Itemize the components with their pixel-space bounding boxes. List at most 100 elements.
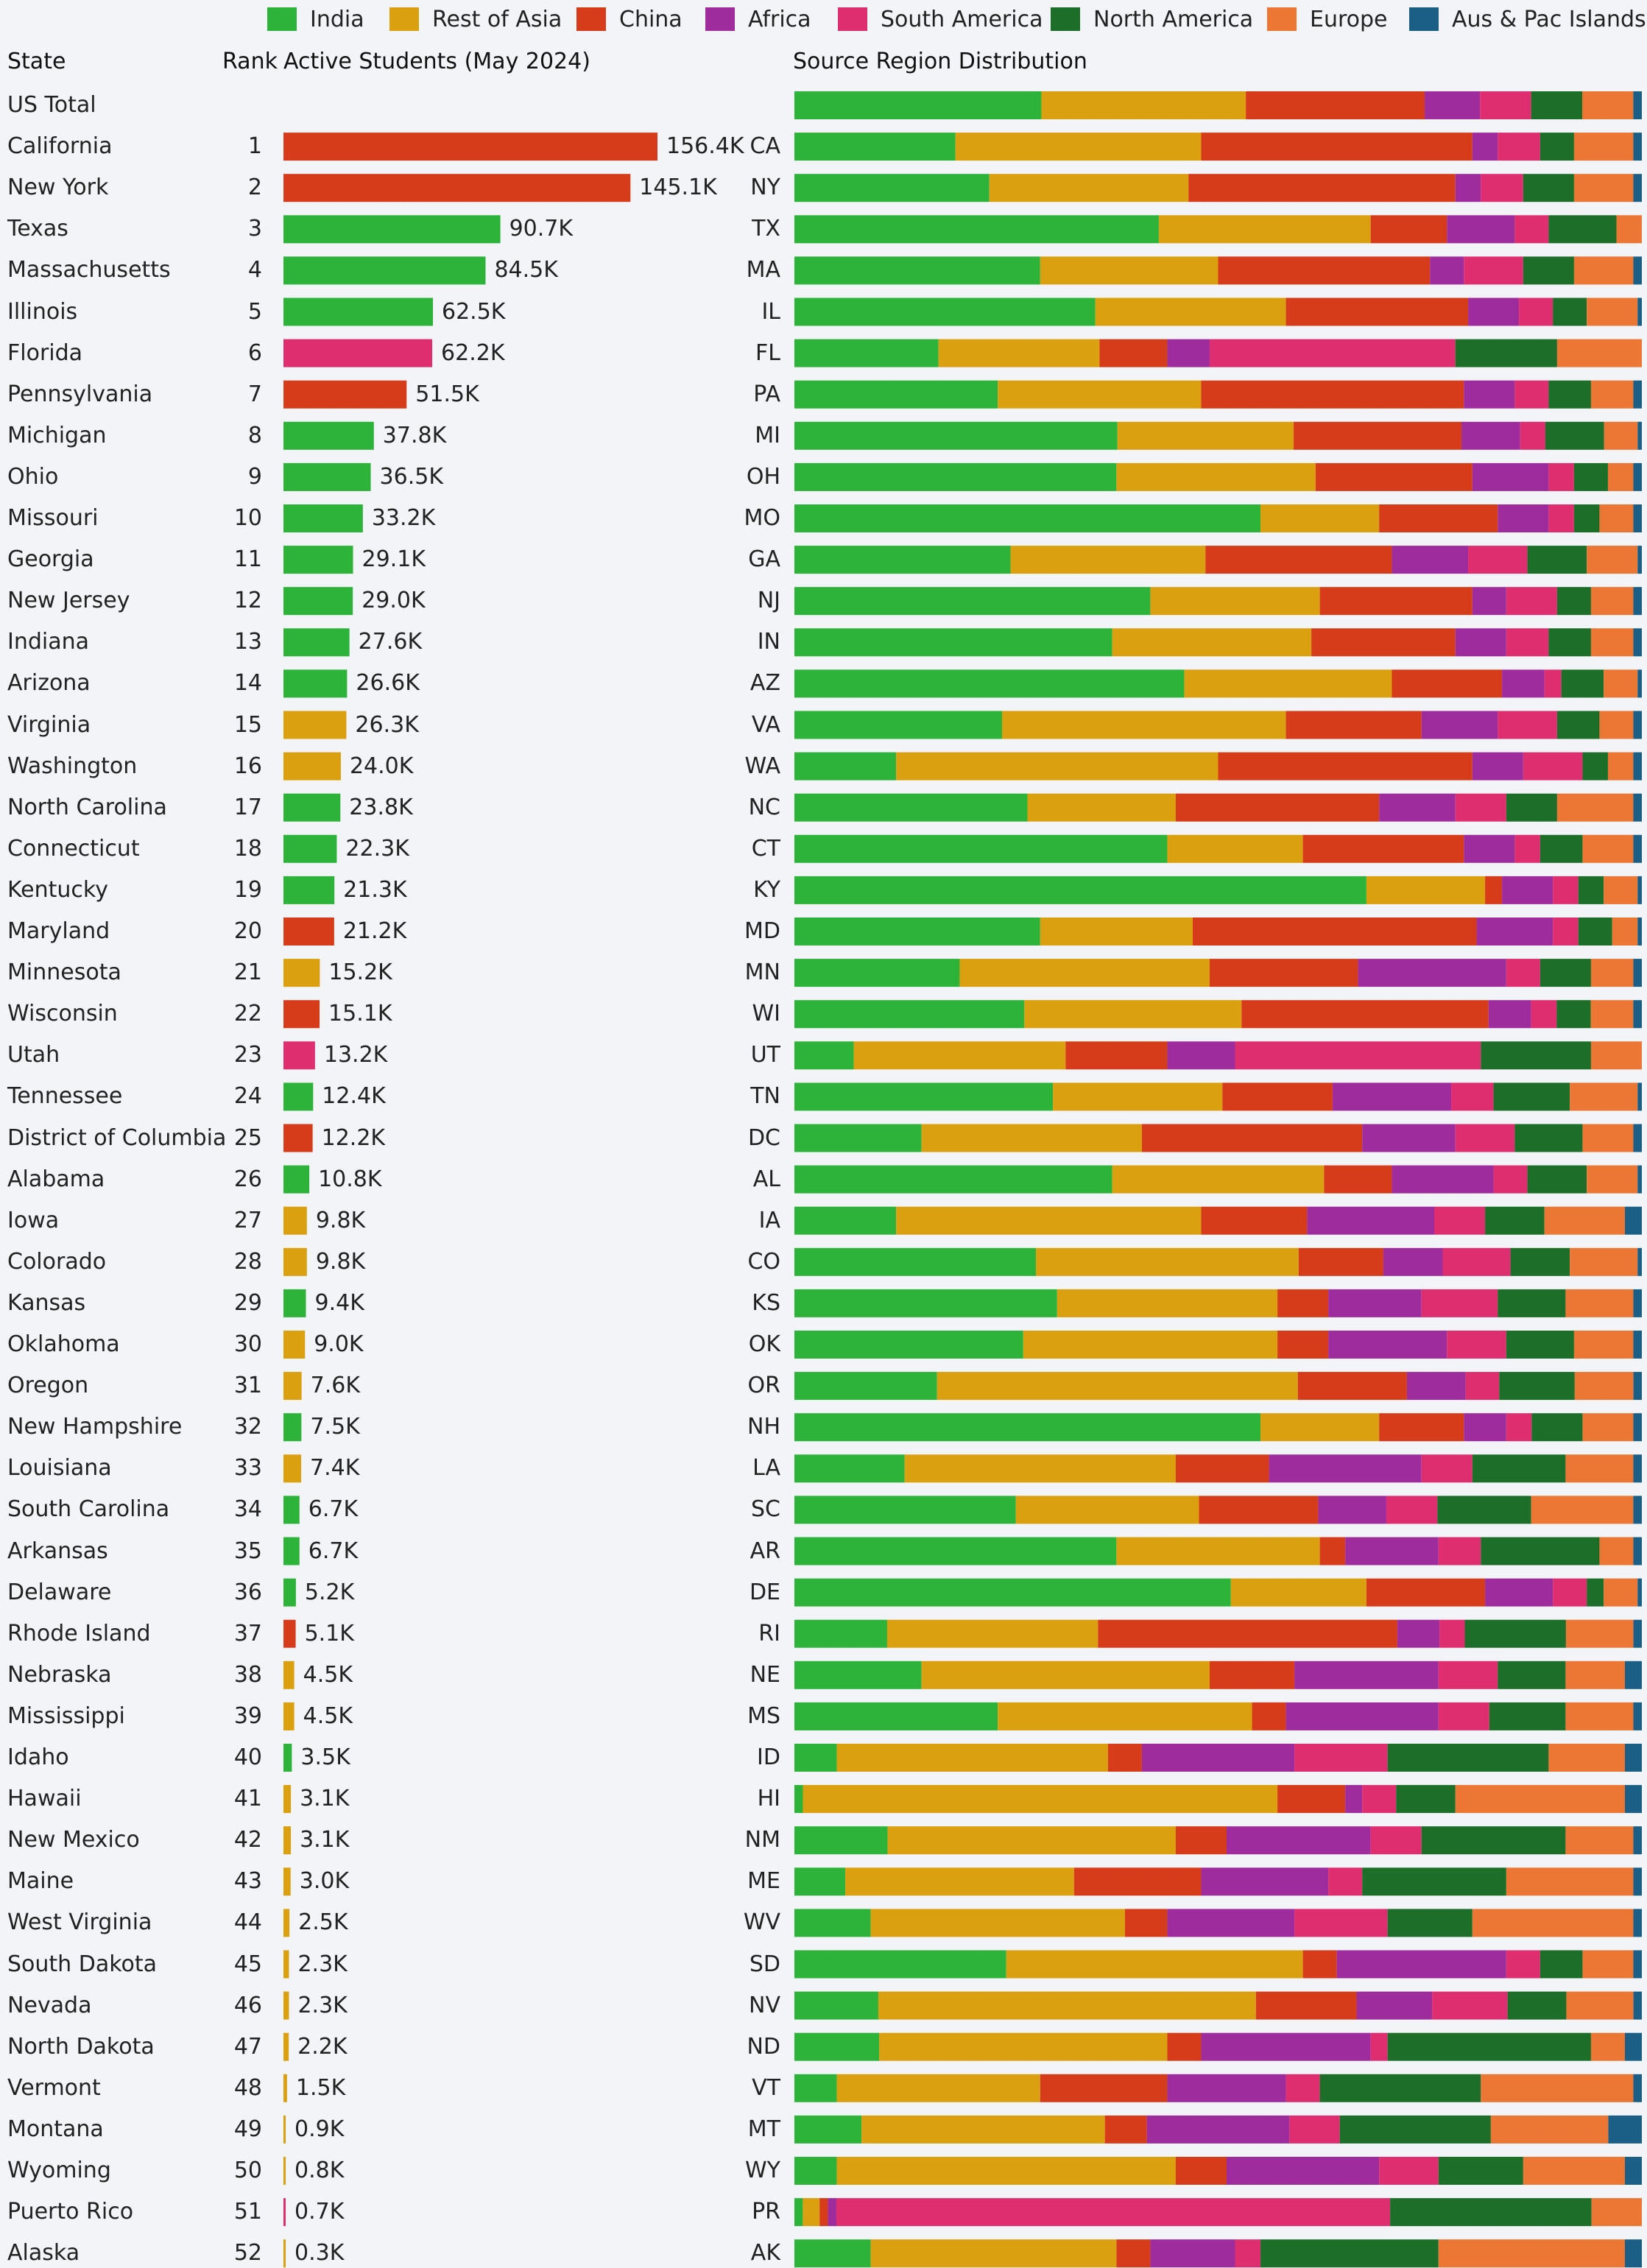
distribution-segment [1633, 1867, 1642, 1896]
state-label: Tennessee [7, 1083, 123, 1110]
state-label: Texas [7, 216, 68, 242]
rank-label: 11 [233, 546, 262, 573]
value-label: 62.5K [442, 298, 506, 325]
total-distribution-segment [1041, 91, 1246, 119]
distribution-segment [1637, 546, 1642, 574]
distribution-segment [1624, 2239, 1642, 2268]
distribution-segment [1531, 1496, 1634, 1524]
active-students-bar [283, 1372, 302, 1401]
distribution-segment [794, 421, 1118, 450]
active-students-bar [283, 1124, 313, 1152]
distribution-segment [1235, 2239, 1261, 2268]
total-distribution-segment [794, 91, 1042, 119]
distribution-segment [1604, 421, 1638, 450]
state-label: Georgia [7, 546, 94, 573]
distribution-segment [1379, 793, 1456, 822]
distribution-segment [794, 587, 1151, 616]
value-label: 84.5K [494, 257, 558, 284]
distribution-segment [1548, 504, 1574, 532]
distribution-segment [1506, 793, 1557, 822]
distribution-segment [1175, 1454, 1269, 1483]
distribution-segment [1573, 256, 1634, 285]
distribution-segment [1255, 1991, 1357, 2020]
distribution-segment [1455, 174, 1481, 202]
state-label: Wisconsin [7, 1001, 118, 1027]
distribution-segment [794, 1826, 888, 1855]
distribution-segment [1370, 2032, 1388, 2061]
distribution-segment [1573, 133, 1634, 161]
state-abbr-label: AK [750, 2240, 780, 2267]
distribution-segment [1438, 2239, 1625, 2268]
distribution-segment [1297, 1372, 1407, 1401]
rank-label: 14 [233, 670, 262, 697]
value-label: 9.8K [315, 1207, 366, 1233]
distribution-segment [1507, 1991, 1567, 2020]
state-abbr-label: MN [744, 959, 780, 986]
distribution-segment [794, 1744, 837, 1772]
distribution-segment [794, 1454, 905, 1483]
state-abbr-label: NH [747, 1414, 780, 1440]
distribution-segment [1167, 1041, 1235, 1070]
state-label: North Dakota [7, 2033, 155, 2060]
total-distribution-segment [1633, 91, 1642, 119]
distribution-segment [1260, 2239, 1439, 2268]
distribution-segment [1379, 2157, 1439, 2185]
distribution-segment [1141, 1744, 1295, 1772]
distribution-segment [794, 1619, 887, 1648]
distribution-segment [1527, 1165, 1587, 1194]
active-students-bar [283, 215, 501, 244]
distribution-segment [1633, 504, 1642, 532]
distribution-segment [794, 1950, 1006, 1979]
distribution-segment [1040, 918, 1193, 945]
active-students-bar [283, 793, 341, 822]
distribution-segment [1328, 1289, 1422, 1317]
distribution-segment [1506, 1950, 1540, 1979]
distribution-segment [1510, 1247, 1570, 1276]
distribution-segment [1175, 793, 1380, 822]
distribution-segment [1468, 546, 1528, 574]
rank-label: 3 [247, 216, 262, 242]
state-label: Wyoming [7, 2158, 111, 2183]
distribution-segment [989, 174, 1189, 202]
distribution-segment [1150, 587, 1320, 616]
distribution-segment [1370, 1826, 1422, 1855]
active-students-bar [283, 959, 320, 987]
value-label: 2.2K [297, 2033, 348, 2060]
distribution-segment [1573, 174, 1634, 202]
distribution-segment [1383, 1247, 1443, 1276]
active-students-bar [283, 339, 433, 367]
value-label: 0.3K [295, 2240, 345, 2267]
active-students-bar [283, 1619, 296, 1648]
active-students-bar [283, 1289, 306, 1317]
legend-item: South America [838, 4, 1043, 34]
total-distribution-segment [1582, 91, 1634, 119]
active-students-bar [283, 1826, 292, 1855]
distribution-segment [1024, 1000, 1242, 1029]
distribution-segment [1421, 1454, 1473, 1483]
active-students-bar [283, 1413, 302, 1442]
value-label: 6.7K [308, 1496, 359, 1523]
rank-label: 1 [247, 133, 262, 160]
active-students-bar [283, 1247, 307, 1276]
active-students-bar [283, 1909, 290, 1937]
state-label: Minnesota [7, 959, 121, 986]
distribution-segment [1302, 1950, 1337, 1979]
distribution-segment [1633, 628, 1642, 657]
distribution-segment [1599, 504, 1634, 532]
legend: India Rest of Asia China Africa South Americ… [0, 0, 1647, 38]
rank-label: 42 [233, 1827, 262, 1853]
distribution-segment [836, 2198, 1391, 2227]
distribution-segment [1493, 1165, 1528, 1194]
distribution-segment [1328, 1867, 1363, 1896]
value-label: 5.2K [304, 1579, 355, 1605]
distribution-segment [1209, 959, 1358, 987]
state-abbr-label: WA [744, 753, 780, 779]
distribution-segment [1531, 1000, 1557, 1029]
active-students-bar [283, 1660, 295, 1689]
distribution-segment [1209, 1660, 1295, 1689]
distribution-segment [1438, 1702, 1489, 1730]
total-distribution-segment [1425, 91, 1481, 119]
rank-label: 33 [233, 1455, 262, 1482]
distribution-segment [1573, 1331, 1634, 1359]
distribution-segment [836, 1744, 1108, 1772]
